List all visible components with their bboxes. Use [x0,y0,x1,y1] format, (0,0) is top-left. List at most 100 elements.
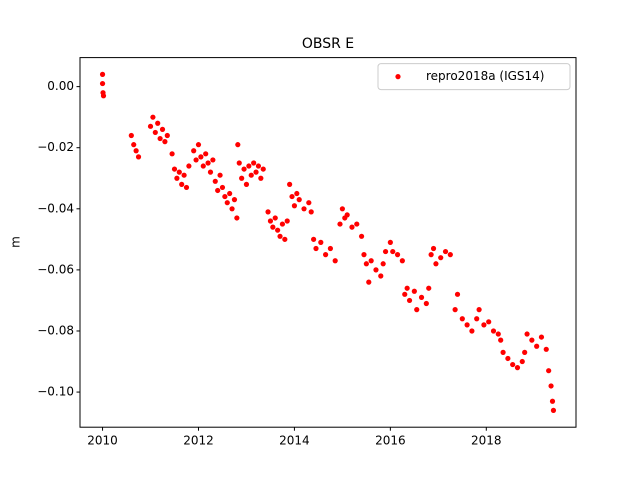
data-point [447,252,453,258]
data-point [426,285,432,291]
data-point [224,200,230,206]
data-point [323,252,329,258]
data-point [147,123,154,129]
data-point [428,252,434,258]
data-point [296,197,302,203]
y-tick-label: −0.06 [37,262,74,276]
data-point [155,120,161,126]
data-point [459,316,465,322]
data-point [272,215,278,221]
data-point [406,297,413,304]
data-point [318,239,324,245]
data-point [179,181,185,187]
data-point [159,126,166,132]
data-point [284,218,290,224]
y-tick-label: −0.08 [37,323,74,337]
data-point [495,331,501,337]
data-point [99,71,106,77]
data-point [339,206,345,212]
data-point [430,245,437,252]
data-point [549,398,556,404]
data-point [235,142,241,148]
data-point [181,172,187,178]
data-point [469,328,475,334]
data-point [255,163,262,169]
data-point [270,224,276,230]
data-point [404,285,410,291]
chart-title: OBSR E [302,36,354,52]
data-point [231,197,238,203]
data-point [332,258,338,264]
data-point [361,252,367,258]
data-point [378,273,384,279]
data-point [210,157,216,163]
data-point [282,236,288,242]
data-point [176,169,182,175]
data-point [275,227,281,233]
data-point [490,328,497,334]
data-point [510,361,516,368]
data-point [418,294,425,300]
data-point [538,334,545,340]
data-point [363,261,369,267]
data-point [239,175,245,181]
data-point [474,316,480,322]
data-point [433,261,439,267]
data-point [399,258,405,264]
data-point [543,346,549,352]
data-point [205,160,211,166]
data-point [550,407,557,413]
x-tick-label: 2018 [471,434,502,448]
data-point [289,193,295,200]
data-point [380,261,386,267]
data-point [265,209,271,215]
data-point [354,221,360,227]
data-point [337,221,343,227]
data-point [423,300,429,307]
data-point [227,190,233,197]
data-point [203,151,209,157]
data-point [174,175,180,181]
data-point [454,291,461,297]
data-point [219,184,226,191]
legend-box [377,63,571,91]
data-point [486,319,492,325]
data-point [128,132,134,139]
x-tick-label: 2012 [183,434,214,448]
data-point [349,224,355,230]
data-point [212,178,218,184]
data-point [382,248,389,255]
data-point [311,236,317,242]
data-point [514,365,521,371]
data-point [234,215,240,221]
data-point [498,337,504,343]
x-tick-label: 2014 [279,434,310,448]
data-point [287,181,293,187]
data-point [366,279,372,285]
data-point [157,135,163,142]
data-point [452,307,458,313]
data-point [394,252,401,258]
data-point [222,193,228,200]
data-point [500,349,506,355]
data-point [548,383,554,389]
data-point [229,206,235,212]
data-point [195,142,202,148]
data-point [193,157,199,163]
x-tick-label: 2010 [87,434,118,448]
data-point [481,322,487,328]
data-point [171,166,178,172]
data-point [390,248,396,255]
data-point [414,307,420,313]
data-point [100,93,107,99]
data-point [524,331,530,337]
data-point [99,80,106,87]
legend-label: repro2018a (IGS14) [426,69,544,83]
data-point [344,212,350,218]
data-point [373,267,379,273]
x-tick-label: 2016 [375,434,406,448]
data-point [248,172,254,178]
y-tick-label: −0.10 [37,385,74,399]
data-point [534,343,540,349]
data-point [279,221,286,227]
